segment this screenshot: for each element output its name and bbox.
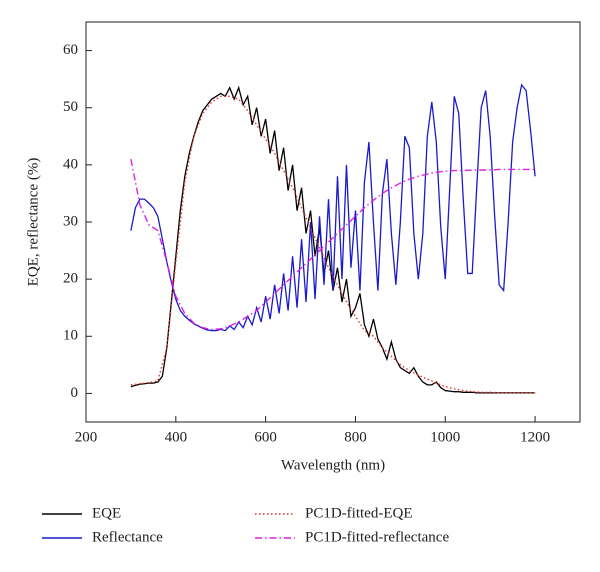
legend-label: EQE — [92, 505, 121, 521]
y-tick-label: 0 — [71, 385, 79, 401]
x-axis-label: Wavelength (nm) — [281, 457, 385, 473]
series-line — [130, 83, 536, 332]
x-tick-label: 600 — [254, 429, 277, 445]
plot-frame — [85, 21, 581, 423]
legend-label: PC1D-fitted-reflectance — [305, 529, 449, 545]
y-tick-label: 30 — [63, 213, 78, 229]
x-tick-label: 1200 — [520, 429, 550, 445]
x-tick-label: 1000 — [430, 429, 460, 445]
series-line — [130, 159, 536, 331]
y-tick-label: 10 — [63, 328, 78, 344]
legend-label: Reflectance — [92, 529, 163, 545]
y-tick-label: 60 — [63, 42, 78, 58]
x-tick-label: 200 — [75, 429, 98, 445]
y-tick-label: 20 — [63, 271, 78, 287]
x-tick-label: 800 — [344, 429, 367, 445]
x-tick-label: 400 — [165, 429, 188, 445]
legend-label: PC1D-fitted-EQE — [305, 505, 412, 521]
series-line — [130, 95, 536, 394]
y-tick-label: 50 — [63, 99, 78, 115]
y-axis-label: EQE, reflectance (%) — [25, 158, 41, 287]
y-tick-label: 40 — [63, 156, 78, 172]
